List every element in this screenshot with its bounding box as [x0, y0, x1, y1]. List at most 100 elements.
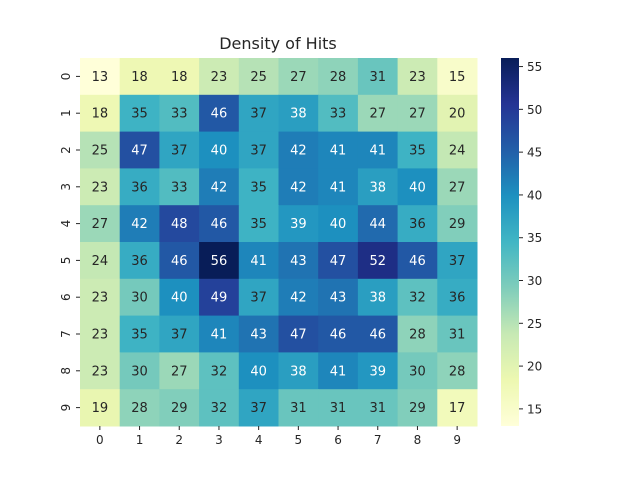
cell-value-label: 13: [92, 70, 109, 85]
heatmap-cell: [199, 242, 240, 280]
cell-value-label: 39: [369, 364, 386, 379]
heatmap-cell: [318, 168, 359, 206]
heatmap-cells: 13 18 18 23 25 27 28 31 23 15 18 35 33 46 37 38 33 27 27 20…: [80, 58, 478, 427]
cell-value-label: 37: [250, 291, 267, 306]
cell-value-label: 46: [211, 107, 228, 122]
cell-value-label: 46: [409, 254, 426, 269]
colorbar-tick-label: 50: [527, 103, 542, 117]
heatmap-cell: [238, 315, 279, 353]
heatmap-cell: [159, 352, 200, 390]
cell-value-label: 43: [290, 254, 307, 269]
cell-value-label: 27: [171, 364, 188, 379]
cell-value-label: 38: [369, 180, 386, 195]
cell-value-label: 36: [449, 291, 466, 306]
colorbar-gradient: [501, 58, 519, 426]
heatmap-cell: [159, 205, 200, 243]
heatmap-cell: [318, 94, 359, 133]
heatmap-cell: [199, 205, 240, 243]
cell-value-label: 23: [92, 180, 109, 195]
heatmap-cell: [119, 168, 160, 206]
colorbar-tick-label: 55: [527, 60, 542, 74]
heatmap-cell: [199, 131, 240, 169]
heatmap-cell: [278, 168, 319, 206]
colorbar-tick-label: 45: [527, 146, 542, 160]
chart-title: Density of Hits: [219, 34, 337, 53]
cell-value-label: 56: [211, 254, 228, 269]
cell-value-label: 46: [330, 328, 347, 343]
colorbar-tick-label: 20: [527, 360, 542, 374]
heatmap-cell: [80, 389, 121, 427]
heatmap-cell: [278, 242, 319, 280]
heatmap-cell: [238, 242, 279, 280]
cell-value-label: 36: [131, 254, 148, 269]
cell-value-label: 49: [211, 291, 228, 306]
x-tick-label: 5: [295, 433, 303, 447]
cell-value-label: 41: [330, 364, 347, 379]
heatmap-cell: [278, 94, 319, 133]
heatmap-cell: [199, 389, 240, 427]
y-tick-label: 1: [59, 109, 73, 117]
heatmap-cell: [357, 278, 399, 317]
cell-value-label: 48: [171, 217, 188, 232]
heatmap-cell: [199, 278, 240, 317]
heatmap-cell: [397, 131, 438, 169]
heatmap-cell: [397, 58, 438, 96]
cell-value-label: 39: [290, 217, 307, 232]
cell-value-label: 46: [369, 328, 386, 343]
x-tick-label: 2: [175, 433, 183, 447]
colorbar-tick-label: 15: [527, 402, 542, 416]
cell-value-label: 41: [330, 180, 347, 195]
x-tick-label: 4: [255, 433, 263, 447]
cell-value-label: 31: [330, 401, 347, 416]
x-tick-label: 7: [374, 433, 382, 447]
y-tick-label: 7: [59, 330, 73, 338]
heatmap-cell: [357, 58, 399, 96]
colorbar-tick-label: 30: [527, 274, 542, 288]
y-tick-label: 2: [59, 146, 73, 154]
heatmap-cell: [80, 352, 121, 390]
x-tick-label: 8: [414, 433, 422, 447]
heatmap-cell: [397, 278, 438, 317]
cell-value-label: 42: [290, 144, 307, 159]
cell-value-label: 32: [211, 364, 228, 379]
cell-value-label: 31: [290, 401, 307, 416]
cell-value-label: 20: [449, 107, 466, 122]
cell-value-label: 32: [409, 291, 426, 306]
heatmap-cell: [80, 242, 121, 280]
heatmap-cell: [159, 278, 200, 317]
heatmap-cell: [318, 205, 359, 243]
heatmap-cell: [278, 315, 319, 353]
y-tick-label: 3: [59, 183, 73, 191]
heatmap-cell: [159, 58, 200, 96]
heatmap-cell: [318, 315, 359, 353]
heatmap-cell: [199, 168, 240, 206]
heatmap-cell: [119, 352, 160, 390]
heatmap-cell: [119, 389, 160, 427]
heatmap-cell: [119, 131, 160, 169]
heatmap-cell: [238, 389, 279, 427]
cell-value-label: 33: [171, 107, 188, 122]
heatmap-cell: [357, 315, 399, 353]
heatmap-cell: [199, 58, 240, 96]
heatmap-cell: [119, 94, 160, 133]
cell-value-label: 24: [449, 144, 466, 159]
x-tick-label: 6: [334, 433, 342, 447]
heatmap-cell: [199, 315, 240, 353]
heatmap-cell: [119, 242, 160, 280]
cell-value-label: 43: [250, 328, 267, 343]
cell-value-label: 33: [330, 107, 347, 122]
heatmap-cell: [397, 389, 438, 427]
heatmap-cell: [238, 278, 279, 317]
cell-value-label: 47: [131, 144, 148, 159]
heatmap-cell: [357, 205, 399, 243]
cell-value-label: 40: [171, 291, 188, 306]
heatmap-cell: [437, 168, 478, 206]
colorbar-tick-label: 40: [527, 188, 542, 202]
heatmap-cell: [397, 242, 438, 280]
heatmap-cell: [80, 131, 121, 169]
cell-value-label: 15: [449, 70, 466, 85]
cell-value-label: 37: [449, 254, 466, 269]
cell-value-label: 30: [131, 291, 148, 306]
cell-value-label: 38: [290, 107, 307, 122]
